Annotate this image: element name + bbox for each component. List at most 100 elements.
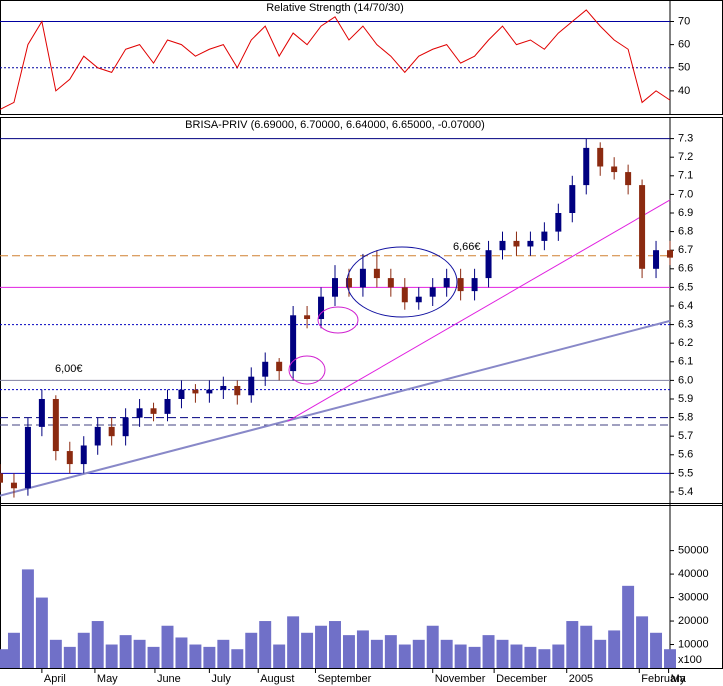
x-tick-label: December [496,673,547,685]
candle-body [332,278,338,297]
y-tick-label: 6.4 [678,300,693,312]
candle-body [527,240,534,247]
candle-body [0,473,3,483]
volume-bar [580,625,593,668]
y-tick-label: 50000 [678,545,709,557]
volume-bar [189,644,202,668]
volume-bar [440,639,453,668]
y-tick-label: 60 [678,39,690,51]
volume-bar [287,616,300,668]
candle-body [513,240,520,247]
highlight-ellipse [288,355,326,385]
candle-body [304,315,311,320]
volume-bar [315,625,328,668]
candle-body [555,212,562,232]
x-tick-label: May [97,673,118,685]
candle-body [457,278,464,292]
volume-bar [594,639,607,668]
volume-bar [636,616,649,668]
candle-body [52,398,59,452]
candle-body [192,389,199,394]
candle-body [653,250,660,269]
volume-bar [119,635,132,668]
candle-body [429,287,436,297]
layout [288,246,458,385]
y-tick-label: 7.1 [678,170,693,182]
y-tick-label: 40 [678,85,690,97]
candle-body [122,417,129,437]
y-tick-label: 40000 [678,568,709,580]
candle-body [318,296,325,320]
volume-bar [301,632,314,668]
volume-bar [342,635,355,668]
panel-title: Relative Strength (14/70/30) [266,2,404,14]
candle-body [136,408,143,418]
y-tick-label: 70 [678,15,690,27]
candle-body [401,287,408,303]
panel-title: BRISA-PRIV (6.69000, 6.70000, 6.64000, 6… [185,119,485,131]
volume-bar [63,646,76,668]
candle-body [206,389,213,394]
candle-body [24,426,31,489]
x-tick-label: June [157,673,181,685]
x-tick-label: Ma [671,673,687,685]
price-annotation: 6,66€ [453,241,481,253]
candle-body [583,147,590,186]
volume-bar [217,639,230,668]
y-tick-label: 30000 [678,591,709,603]
volume-bar [370,639,383,668]
volume-bar [412,639,425,668]
candle-body [569,185,576,213]
candle-body [387,278,394,288]
volume-bar [35,597,48,668]
candle-body [541,231,548,241]
y-tick-label: 50 [678,62,690,74]
volume-bar [384,635,397,668]
volume-bar [231,649,244,668]
candle-body [80,445,87,465]
candle-body [625,172,632,186]
y-tick-label: 6.7 [678,244,693,256]
y-tick-label: 6.3 [678,318,693,330]
candle-body [108,426,115,437]
y-tick-label: 5.8 [678,411,693,423]
candle-body [345,278,352,288]
candle-body [485,250,492,279]
y-tick-label: 6.8 [678,226,693,238]
candle-body [443,278,450,288]
candle-body [178,389,185,399]
candle-body [415,296,422,303]
trend-line [287,199,671,422]
volume-bar [608,630,621,668]
y-tick-label: 20000 [678,615,709,627]
volume-bar [552,644,565,668]
volume-bar [77,632,90,668]
candle-body [262,361,269,377]
y-tick-label: 5.4 [678,486,693,498]
volume-bar [468,646,481,668]
candle-body [639,185,646,269]
volume-bar [147,646,160,668]
volume-bar [259,621,272,668]
candle-body [290,315,297,372]
y-tick-label: 6.5 [678,281,693,293]
volume-bar [664,649,676,668]
rsi-line [0,9,671,110]
y-tick-label: 6.2 [678,337,693,349]
candle-body [150,408,157,414]
volume-bar [329,621,341,668]
candle-body [38,398,45,427]
y-tick-label: 6.0 [678,374,693,386]
y-tick-label: 5.6 [678,449,693,461]
x-tick-label: August [260,673,294,685]
price-annotation: 6,00€ [55,363,83,375]
y-tick-label: 7.0 [678,188,693,200]
candle-body [10,482,17,489]
x-tick-label: September [317,673,371,685]
y-tick-label: 10000 [678,638,709,650]
volume-bar [622,585,635,668]
candle-body [373,268,380,279]
volume-bar [398,644,411,668]
volume-bar [496,639,509,668]
